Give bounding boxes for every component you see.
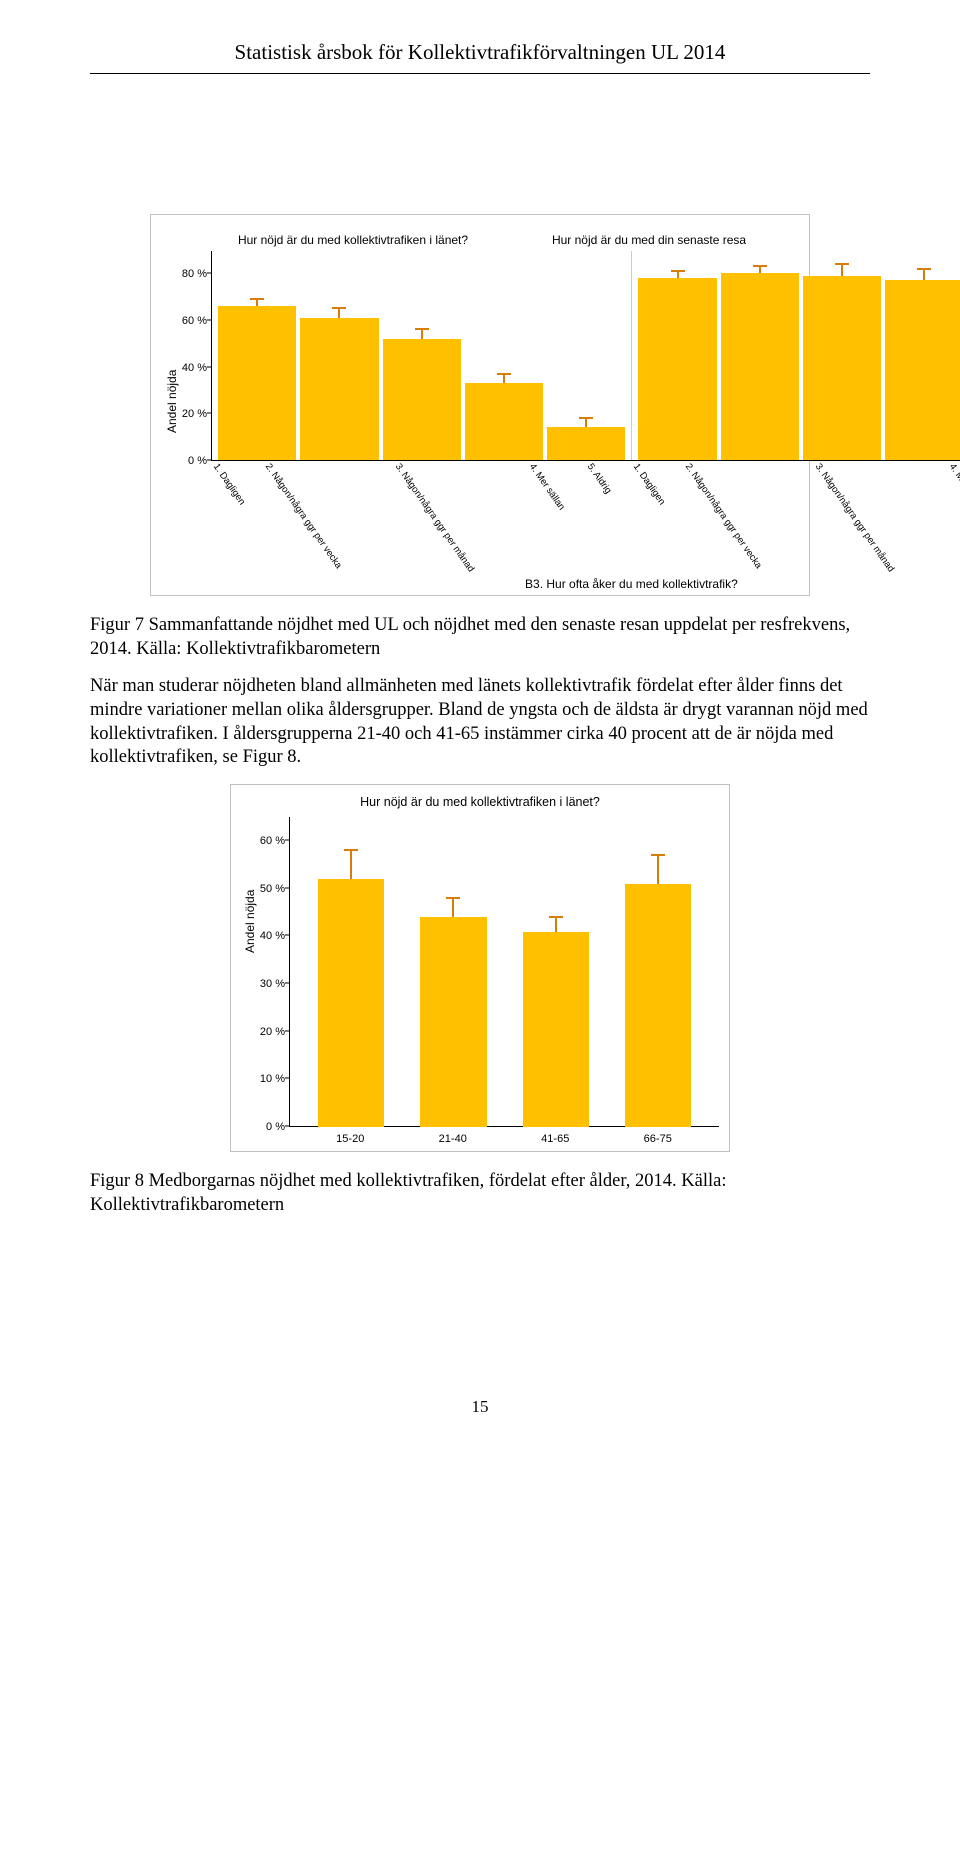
error-bar-cap-top	[250, 298, 264, 300]
bar-slot	[465, 250, 543, 460]
error-bar-cap-top	[332, 307, 346, 309]
y-tick-label: 0 %	[188, 455, 207, 467]
y-tick-label: 0 %	[266, 1121, 285, 1133]
x-tick-label: 2. Någon/några ggr per vecka	[689, 461, 815, 581]
y-tick-label: 20 %	[260, 1026, 285, 1038]
bar	[638, 278, 716, 460]
bar	[523, 932, 589, 1128]
chart1-y-ticks: 0 %20 %40 %60 %80 %	[177, 251, 211, 461]
chart-subpanel	[212, 251, 632, 460]
y-tick-label: 20 %	[182, 408, 207, 420]
bar	[547, 427, 625, 460]
x-tick-label: 2. Någon/några ggr per vecka	[269, 461, 395, 581]
chart1-y-label: Andel nöjda	[163, 251, 177, 591]
error-bar-cap-top	[549, 916, 563, 918]
error-bar-cap-top	[344, 849, 358, 851]
bar	[885, 280, 960, 460]
x-tick-label: 41-65	[504, 1127, 607, 1145]
error-bar-cap-top	[579, 417, 593, 419]
bar-slot	[885, 250, 960, 460]
page-number: 15	[90, 1397, 870, 1417]
x-tick-label: 1. Dagligen	[217, 461, 265, 581]
bar-slot	[523, 817, 589, 1127]
y-tick-label: 80 %	[182, 268, 207, 280]
bar	[465, 383, 543, 460]
x-tick-label: 3. Någon/några ggr per månad	[399, 461, 529, 581]
bar-slot	[638, 250, 716, 460]
chart1-plot	[211, 251, 960, 461]
bar-slot	[383, 250, 461, 460]
chart2-x-labels: 15-2021-4041-6566-75	[289, 1127, 719, 1145]
figure-8-caption: Figur 8 Medborgarnas nöjdhet med kollekt…	[90, 1170, 870, 1217]
bar-slot	[420, 817, 486, 1127]
paragraph-1: När man studerar nöjdheten bland allmänh…	[90, 675, 870, 770]
bar-slot	[300, 250, 378, 460]
chart1-panel-title-2: Hur nöjd är du med din senaste resa	[501, 233, 797, 247]
y-tick-label: 60 %	[182, 315, 207, 327]
error-bar-cap-top	[415, 328, 429, 330]
x-tick-label: 21-40	[402, 1127, 505, 1145]
chart1-panel-title-1: Hur nöjd är du med kollektivtrafiken i l…	[205, 233, 501, 247]
x-label-group: 1. Dagligen2. Någon/några ggr per vecka3…	[631, 461, 960, 581]
chart2-y-label: Andel nöjda	[241, 817, 255, 1145]
chart-subpanel	[632, 251, 960, 460]
chart-1: Hur nöjd är du med kollektivtrafiken i l…	[150, 214, 810, 596]
error-bar-cap-top	[446, 897, 460, 899]
x-tick-label: 4. Mer sällan	[953, 461, 960, 581]
chart-2: Hur nöjd är du med kollektivtrafiken i l…	[230, 784, 730, 1152]
bar	[803, 276, 881, 460]
header-rule	[90, 73, 870, 74]
chart2-y-ticks: 0 %10 %20 %30 %40 %50 %60 %	[255, 817, 289, 1127]
bar	[300, 318, 378, 460]
bar	[218, 306, 296, 460]
error-bar-cap-top	[497, 373, 511, 375]
chart1-x-labels: 1. Dagligen2. Någon/några ggr per vecka3…	[211, 461, 960, 581]
x-tick-label: 3. Någon/några ggr per månad	[819, 461, 949, 581]
x-tick-label: 66-75	[607, 1127, 710, 1145]
y-tick-label: 40 %	[260, 930, 285, 942]
y-tick-label: 10 %	[260, 1073, 285, 1085]
y-tick-label: 40 %	[182, 362, 207, 374]
bar-slot	[218, 250, 296, 460]
bar	[625, 884, 691, 1127]
x-label-group: 1. Dagligen2. Någon/några ggr per vecka3…	[211, 461, 631, 581]
bar	[318, 879, 384, 1127]
chart2-plot	[289, 817, 719, 1127]
bar-slot	[625, 817, 691, 1127]
bar-slot	[318, 817, 384, 1127]
bar-slot	[547, 250, 625, 460]
bar-slot	[721, 250, 799, 460]
bar	[383, 339, 461, 460]
bar	[721, 273, 799, 460]
chart1-panel-titles: Hur nöjd är du med kollektivtrafiken i l…	[205, 233, 797, 247]
y-tick-label: 50 %	[260, 883, 285, 895]
error-bar-cap-top	[651, 854, 665, 856]
error-bar-cap-top	[917, 268, 931, 270]
error-bar-cap-top	[753, 265, 767, 267]
x-tick-label: 15-20	[299, 1127, 402, 1145]
x-tick-label: 5. Aldrig	[591, 461, 625, 581]
figure-7-caption: Figur 7 Sammanfattande nöjdhet med UL oc…	[90, 614, 870, 661]
bar	[420, 917, 486, 1127]
page-header: Statistisk årsbok för Kollektivtrafikför…	[90, 40, 870, 65]
bar-slot	[803, 250, 881, 460]
x-tick-label: 4. Mer sällan	[533, 461, 587, 581]
y-tick-label: 30 %	[260, 978, 285, 990]
chart2-title: Hur nöjd är du med kollektivtrafiken i l…	[241, 795, 719, 809]
x-tick-label: 1. Dagligen	[637, 461, 685, 581]
error-bar-cap-top	[835, 263, 849, 265]
y-tick-label: 60 %	[260, 835, 285, 847]
error-bar-cap-top	[671, 270, 685, 272]
